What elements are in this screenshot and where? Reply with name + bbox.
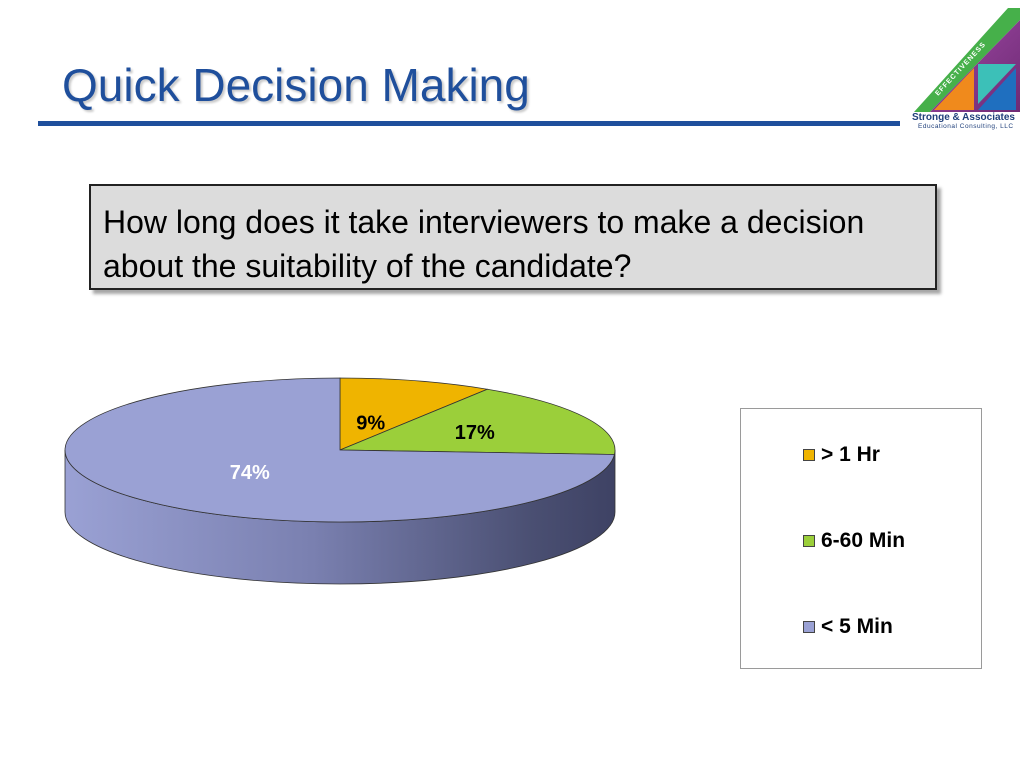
data-label-6-60-min: 17%	[455, 422, 495, 444]
legend-item-6-60-min: 6-60 Min	[803, 529, 905, 553]
legend-swatch	[803, 449, 815, 461]
logo-blue-triangle	[978, 68, 1016, 110]
data-label-1-hr: 9%	[356, 412, 385, 434]
title-underline	[38, 121, 900, 126]
legend-label: > 1 Hr	[821, 443, 880, 466]
logo-company-subtitle: Educational Consulting, LLC	[918, 123, 1014, 130]
company-logo: EFFECTIVENESS	[914, 8, 1020, 112]
data-label-5-min: 74%	[230, 462, 270, 484]
pie-slice-6-60-min	[339, 388, 616, 455]
legend-item-under-5-min: < 5 Min	[803, 615, 893, 639]
logo-company-name: Stronge & Associates	[912, 112, 1015, 123]
pie-slice-1-hr	[339, 377, 489, 451]
logo-green-band	[914, 8, 1020, 112]
legend-swatch	[803, 621, 815, 633]
legend-label: 6-60 Min	[821, 529, 906, 552]
logo-teal-triangle	[978, 64, 1016, 104]
slide-title: Quick Decision Making	[62, 59, 530, 111]
chart-legend: > 1 Hr 6-60 Min < 5 Min	[740, 408, 982, 669]
logo-orange-triangle	[934, 68, 974, 110]
legend-swatch	[803, 535, 815, 547]
pie-chart: 9% 17% 74%	[64, 377, 616, 585]
legend-label: < 5 Min	[821, 615, 893, 638]
question-box: How long does it take interviewers to ma…	[89, 184, 937, 290]
legend-item-over-1-hr: > 1 Hr	[803, 443, 880, 467]
pie-slice-5-min	[64, 377, 615, 523]
